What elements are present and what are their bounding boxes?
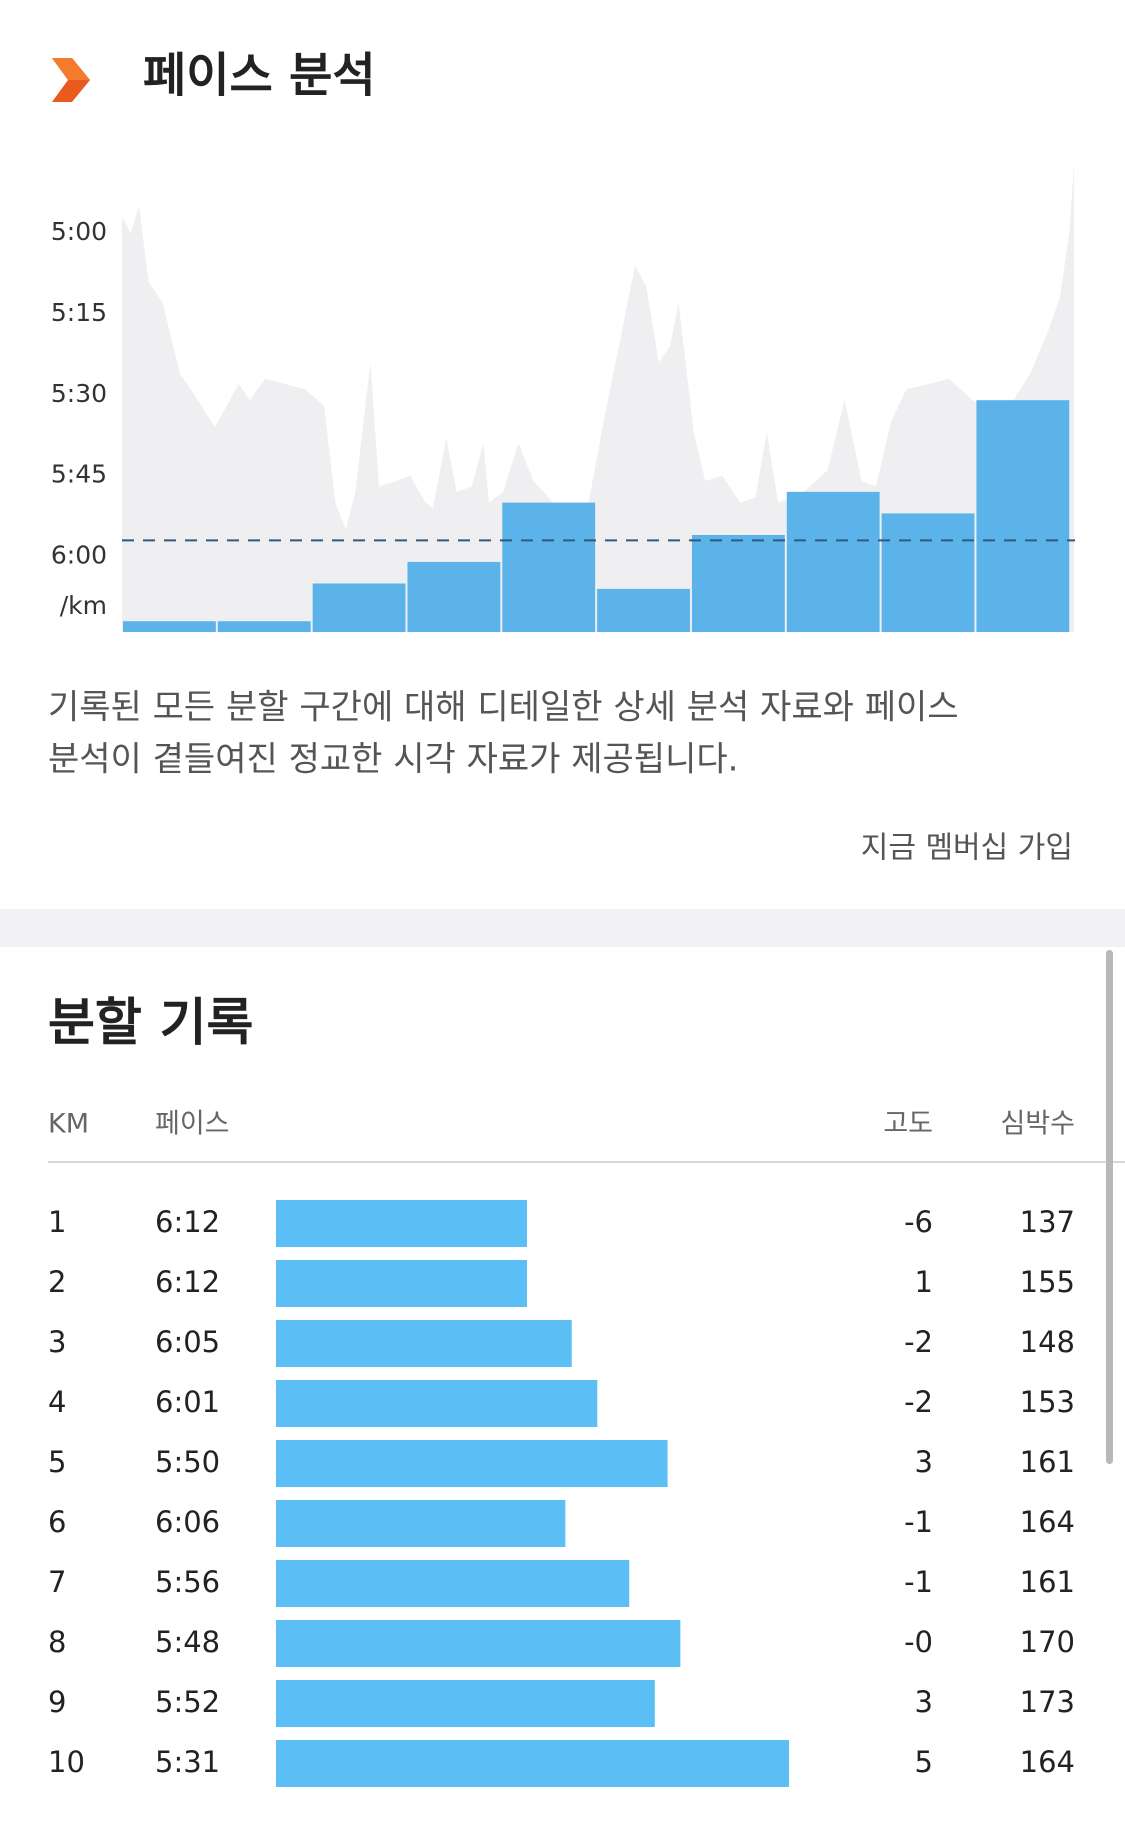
column-header: 심박수 bbox=[1000, 1109, 1075, 1140]
split-heart-rate: 164 bbox=[1020, 1505, 1075, 1539]
split-pace: 5:56 bbox=[155, 1565, 220, 1599]
column-header: 페이스 bbox=[155, 1109, 230, 1140]
split-heart-rate: 137 bbox=[1020, 1205, 1075, 1239]
bar bbox=[502, 502, 596, 632]
split-km: 9 bbox=[48, 1685, 66, 1719]
split-elevation: -1 bbox=[904, 1505, 933, 1539]
section-divider bbox=[0, 909, 1125, 947]
bar bbox=[691, 534, 785, 632]
y-tick-label: 5:00 bbox=[51, 217, 107, 246]
scrollbar bbox=[1106, 950, 1113, 1464]
split-pace: 6:01 bbox=[155, 1385, 220, 1419]
split-km: 4 bbox=[48, 1385, 66, 1419]
split-heart-rate: 148 bbox=[1020, 1325, 1075, 1359]
split-pace-bar bbox=[276, 1440, 668, 1487]
y-tick-label: 5:45 bbox=[51, 460, 107, 489]
split-heart-rate: 161 bbox=[1020, 1565, 1075, 1599]
split-pace: 5:48 bbox=[155, 1625, 220, 1659]
split-pace-bar bbox=[276, 1200, 527, 1247]
split-elevation: -1 bbox=[904, 1565, 933, 1599]
bar bbox=[312, 583, 406, 632]
bar bbox=[786, 491, 880, 632]
y-tick-label: 5:30 bbox=[51, 379, 107, 408]
split-pace: 6:05 bbox=[155, 1325, 220, 1359]
header-title: 페이스 분석 bbox=[143, 49, 376, 104]
split-elevation: 3 bbox=[915, 1445, 933, 1479]
split-pace: 5:50 bbox=[155, 1445, 220, 1479]
split-pace: 5:52 bbox=[155, 1685, 220, 1719]
splits-title: 분할 기록 bbox=[48, 994, 253, 1053]
split-pace: 5:31 bbox=[155, 1745, 220, 1779]
split-pace-bar bbox=[276, 1620, 681, 1667]
split-pace: 6:12 bbox=[155, 1205, 220, 1239]
split-elevation: -2 bbox=[904, 1325, 933, 1359]
y-tick-label: 6:00 bbox=[51, 541, 107, 570]
split-elevation: -2 bbox=[904, 1385, 933, 1419]
split-heart-rate: 173 bbox=[1020, 1685, 1075, 1719]
split-km: 7 bbox=[48, 1565, 66, 1599]
column-header: 고도 bbox=[883, 1109, 933, 1140]
split-elevation: 3 bbox=[915, 1685, 933, 1719]
bar bbox=[123, 621, 216, 632]
split-pace-bar bbox=[276, 1500, 566, 1547]
split-km: 3 bbox=[48, 1325, 66, 1359]
split-heart-rate: 170 bbox=[1020, 1625, 1075, 1659]
logo-icon-highlight bbox=[52, 58, 90, 80]
y-axis-label: /km bbox=[60, 591, 107, 620]
split-pace-bar bbox=[276, 1740, 789, 1787]
split-pace: 6:12 bbox=[155, 1265, 220, 1299]
split-km: 8 bbox=[48, 1625, 66, 1659]
split-pace-bar bbox=[276, 1560, 630, 1607]
bar bbox=[976, 400, 1070, 632]
split-km: 5 bbox=[48, 1445, 66, 1479]
membership-link[interactable]: 지금 멤버십 가입 bbox=[861, 831, 1073, 866]
split-pace-bar bbox=[276, 1680, 655, 1727]
split-elevation: 1 bbox=[915, 1265, 933, 1299]
split-km: 1 bbox=[48, 1205, 66, 1239]
split-elevation: -6 bbox=[904, 1205, 933, 1239]
bar bbox=[217, 621, 311, 632]
split-elevation: 5 bbox=[915, 1745, 933, 1779]
split-elevation: -0 bbox=[904, 1625, 933, 1659]
bar bbox=[407, 561, 501, 632]
y-tick-label: 5:15 bbox=[51, 298, 107, 327]
split-km: 10 bbox=[48, 1745, 85, 1779]
split-heart-rate: 153 bbox=[1020, 1385, 1075, 1419]
description-line: 기록된 모든 분할 구간에 대해 디테일한 상세 분석 자료와 페이스 bbox=[48, 688, 959, 728]
split-pace-bar bbox=[276, 1380, 598, 1427]
column-header: KM bbox=[48, 1109, 89, 1140]
bar bbox=[597, 588, 690, 632]
split-pace: 6:06 bbox=[155, 1505, 220, 1539]
description-line: 분석이 곁들여진 정교한 시각 자료가 제공됩니다. bbox=[48, 740, 738, 780]
split-heart-rate: 161 bbox=[1020, 1445, 1075, 1479]
split-heart-rate: 164 bbox=[1020, 1745, 1075, 1779]
split-km: 6 bbox=[48, 1505, 66, 1539]
split-km: 2 bbox=[48, 1265, 66, 1299]
split-heart-rate: 155 bbox=[1020, 1265, 1075, 1299]
split-pace-bar bbox=[276, 1320, 572, 1367]
split-pace-bar bbox=[276, 1260, 527, 1307]
bar bbox=[881, 513, 975, 632]
